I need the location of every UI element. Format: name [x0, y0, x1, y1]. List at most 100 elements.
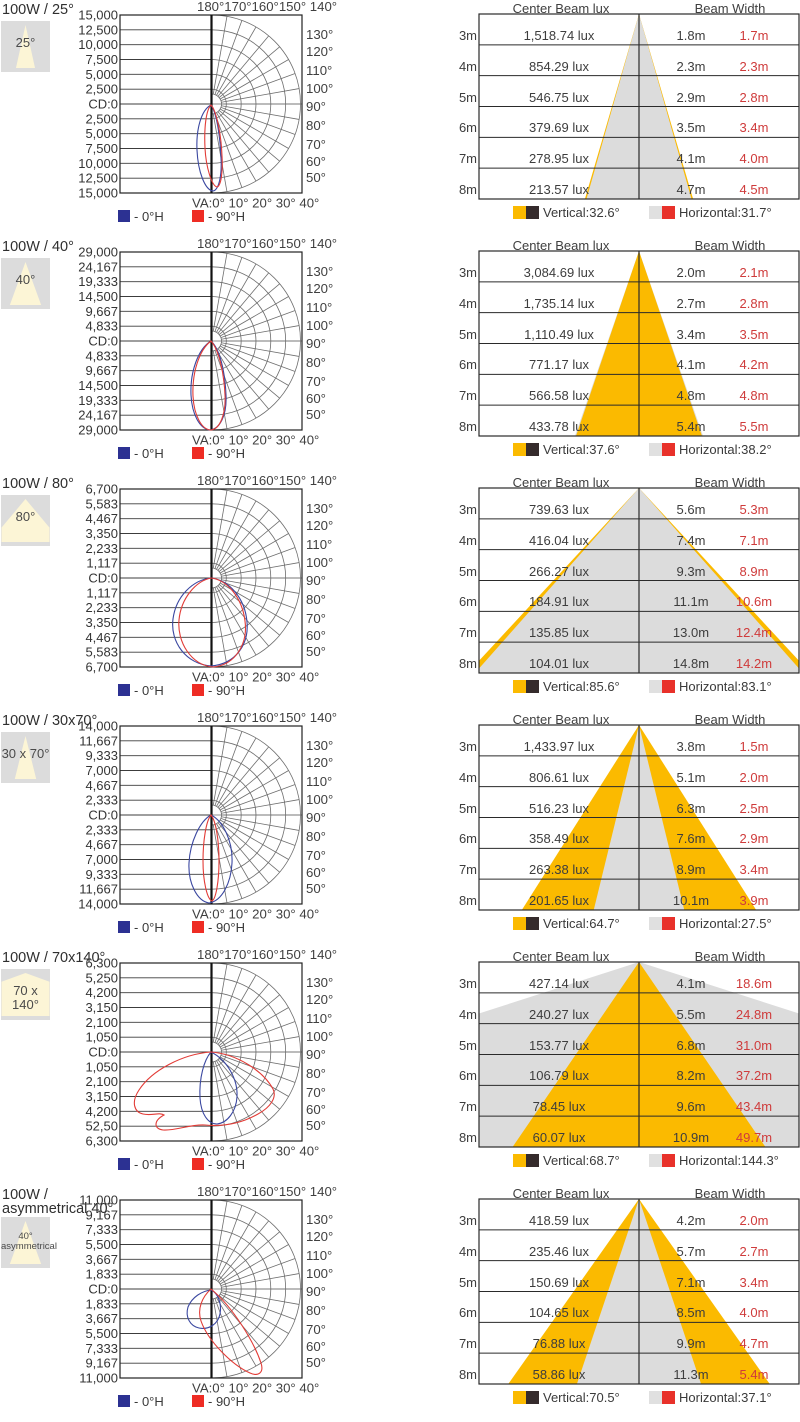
cd-axis-tick-label: 5,583	[85, 496, 118, 511]
cd-axis-tick-label: 4,833	[85, 319, 118, 334]
beam-width-vertical-value: 3.4m	[676, 326, 706, 342]
distance-label: 7m	[458, 625, 477, 641]
cd-axis-tick-label: 14,500	[78, 289, 118, 304]
right-angle-label: 110°	[306, 1011, 332, 1026]
beam-width-horizontal-value: 2.1m	[739, 264, 769, 280]
cd-axis-tick-label: 4,467	[85, 630, 118, 645]
center-beam-lux-value: 358.49 lux	[529, 831, 589, 847]
beam-width-vertical-value: 8.2m	[676, 1068, 706, 1084]
cd-axis-tick-label: CD:0	[88, 334, 118, 349]
center-beam-lux-value: 263.38 lux	[529, 862, 589, 878]
beam-width-vertical-value: 4.8m	[676, 388, 706, 404]
photometric-row: 11,000 9,167 7,333 5,500 3,667 1,833 CD:0 1,833…	[0, 1185, 800, 1422]
beam-width-horizontal-value: 4.7m	[739, 1336, 769, 1352]
beam-width-vertical-value: 1.8m	[676, 27, 706, 43]
distance-label: 4m	[458, 1243, 477, 1259]
beam-cone-icon	[1, 21, 50, 72]
distance-label: 5m	[458, 1274, 477, 1290]
cd-axis-tick-label: 6,300	[85, 956, 118, 971]
right-angle-label: 50°	[306, 644, 326, 659]
right-angle-label: 60°	[306, 1102, 326, 1117]
cd-axis-tick-label: 5,500	[85, 1326, 118, 1341]
beam-angle-icon: 40°	[1, 258, 50, 309]
polar-legend-90h-label: - 90°H	[208, 209, 245, 224]
beam-angle-icon-label: 30 x 70°	[1, 746, 50, 761]
right-angle-label: 110°	[306, 537, 332, 552]
vertical-angle-label: Vertical:32.6°	[543, 205, 620, 220]
cd-axis-tick-label: 3,667	[85, 1252, 118, 1267]
distance-label: 4m	[458, 295, 477, 311]
center-beam-lux-value: 184.91 lux	[529, 594, 589, 610]
beam-width-horizontal-value: 2.3m	[739, 58, 769, 74]
distance-label: 3m	[458, 27, 477, 43]
curve-90h	[199, 1288, 263, 1375]
polar-legend-90h-label: - 90°H	[208, 1157, 245, 1172]
cd-axis-tick-label: 4,833	[85, 348, 118, 363]
beam-width-horizontal-value: 14.2m	[735, 656, 773, 671]
distance-label: 6m	[458, 120, 477, 136]
distance-label: 4m	[458, 532, 477, 548]
photometric-row: 15,000 12,500 10,000 7,500 5,000 2,500 CD:0 2,5…	[0, 0, 800, 237]
beam-cone-icon	[1, 1217, 50, 1268]
cd-axis-tick-label: 11,000	[79, 1371, 118, 1386]
beam-width-horizontal-value: 24.8m	[735, 1006, 773, 1022]
beam-width-vertical-value: 8.9m	[676, 862, 706, 878]
horizontal-swatch-gray	[649, 917, 662, 930]
beam-width-vertical-value: 7.4m	[676, 532, 706, 548]
beam-width-horizontal-value: 10.6m	[735, 594, 773, 610]
horizontal-swatch-gray	[649, 680, 662, 693]
beam-width-horizontal-value: 2.9m	[739, 831, 769, 847]
cd-axis-tick-label: 2,233	[85, 600, 118, 615]
beam-width-vertical-value: 6.8m	[676, 1037, 706, 1053]
right-angle-label: 60°	[306, 628, 326, 643]
top-angle-labels: 180°170°160°150° 140°	[197, 711, 337, 725]
cd-axis-tick-label: 14,500	[78, 378, 118, 393]
vertical-swatch-black	[526, 680, 539, 693]
curve-90h	[133, 1051, 275, 1131]
beam-cone-table	[478, 487, 800, 674]
beam-angle-icon-label: 40°	[18, 1231, 33, 1242]
beam-width-vertical-value: 13.0m	[672, 625, 710, 641]
vertical-swatch-black	[526, 917, 539, 930]
beam-width-vertical-value: 5.7m	[676, 1243, 706, 1259]
row-title: 100W / 30x70°	[2, 713, 98, 729]
beam-width-horizontal-value: 4.8m	[739, 388, 769, 404]
cd-axis-tick-label: 2,233	[85, 541, 118, 556]
horizontal-angle-label: Horizontal:83.1°	[679, 679, 772, 694]
center-beam-lux-value: 235.46 lux	[529, 1243, 589, 1259]
polar-legend-90h-label: - 90°H	[208, 446, 245, 461]
cd-axis-tick-label: 7,000	[85, 852, 118, 867]
center-beam-lux-value: 153.77 lux	[529, 1037, 589, 1053]
center-beam-lux-value: 58.86 lux	[532, 1367, 586, 1382]
center-beam-lux-value: 3,084.69 lux	[523, 264, 595, 280]
beam-angle-icon-label: 25°	[15, 35, 36, 50]
beam-width-vertical-value: 5.6m	[676, 501, 706, 517]
row-title: 100W / 70x140°	[2, 950, 106, 966]
beam-width-horizontal-value: 49.7m	[735, 1130, 773, 1145]
beam-width-vertical-value: 2.0m	[676, 264, 706, 280]
right-angle-label: 130°	[306, 738, 333, 753]
right-angle-label: 60°	[306, 391, 326, 406]
beam-width-horizontal-value: 3.4m	[739, 1274, 769, 1290]
beam-width-vertical-value: 7.1m	[676, 1274, 706, 1290]
cd-axis-tick-label: 1,833	[85, 1296, 118, 1311]
cd-axis-tick-label: 15,000	[78, 8, 118, 23]
beam-angle-icon: 40° asymmetrical	[1, 1217, 57, 1268]
beam-width-horizontal-value: 4.0m	[739, 1305, 769, 1321]
beam-width-vertical-value: 9.9m	[676, 1336, 706, 1352]
right-angle-label: 130°	[306, 975, 333, 990]
cd-axis-tick-label: 29,000	[78, 423, 118, 438]
horizontal-angle-label: Horizontal:31.7°	[679, 205, 772, 220]
cd-axis-tick-label: 10,000	[78, 37, 118, 52]
distance-label: 8m	[458, 182, 477, 197]
horizontal-swatch-red	[662, 917, 675, 930]
curve-0h	[188, 814, 233, 904]
beam-width-vertical-value: 4.1m	[676, 151, 706, 167]
va-angle-labels: VA:0° 10° 20° 30° 40°	[192, 1381, 319, 1396]
polar-legend-0h-label: - 0°H	[134, 1157, 164, 1172]
center-beam-lux-value: 379.69 lux	[529, 120, 589, 136]
center-beam-lux-value: 106.79 lux	[529, 1068, 589, 1084]
top-angle-labels: 180°170°160°150° 140°	[197, 0, 337, 14]
distance-label: 4m	[458, 58, 477, 74]
cd-axis-tick-label: 5,583	[85, 645, 118, 660]
